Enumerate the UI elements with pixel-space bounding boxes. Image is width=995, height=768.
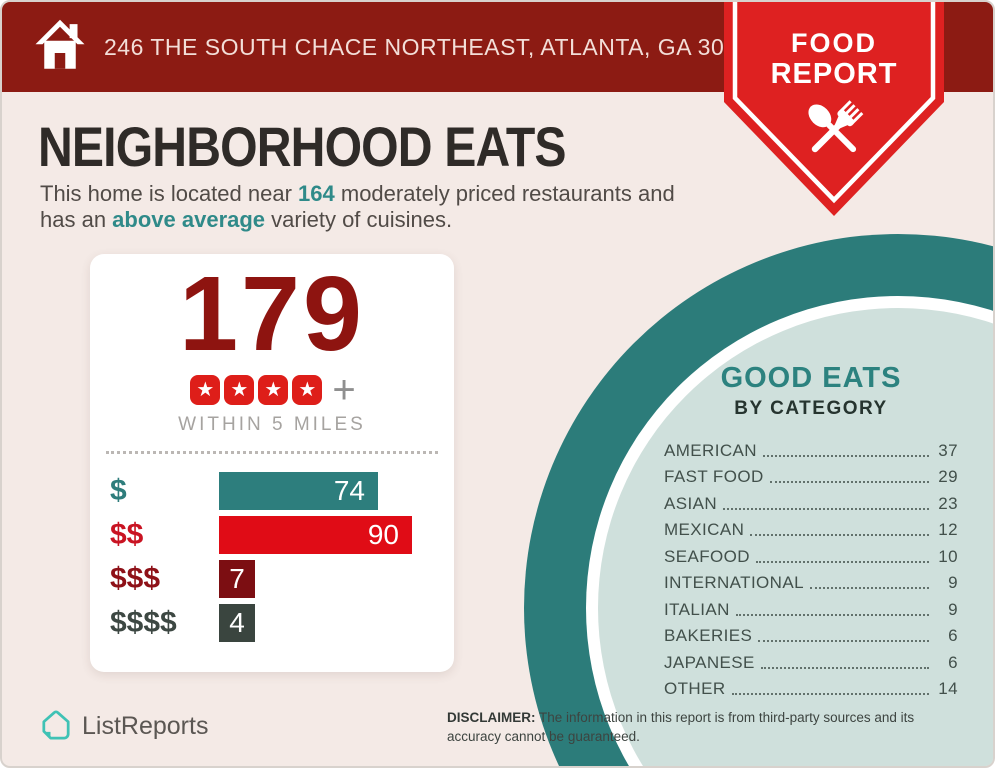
category-row: OTHER 14 — [664, 673, 958, 700]
category-row: BAKERIES 6 — [664, 620, 958, 647]
dotted-leader — [760, 666, 929, 669]
category-row: AMERICAN 37 — [664, 434, 958, 461]
category-row: JAPANESE 6 — [664, 646, 958, 673]
bar-value: 4 — [229, 607, 245, 638]
category-row: SEAFOOD 10 — [664, 540, 958, 567]
good-eats-title: GOOD EATS — [720, 362, 902, 394]
star-icon: ★ — [224, 375, 255, 405]
category-count: 37 — [938, 440, 958, 460]
disclaimer-text: DISCLAIMER: The information in this repo… — [447, 708, 962, 746]
bar-value: 74 — [333, 475, 365, 506]
good-eats-panel: GOOD EATS BY CATEGORY AMERICAN 37 FAST FOO… — [664, 362, 958, 699]
dotted-leader — [750, 534, 929, 536]
category-name: AMERICAN — [664, 440, 757, 460]
plus-sign: + — [332, 368, 356, 412]
disclaimer-label: DISCLAIMER: — [447, 710, 536, 725]
category-name: MEXICAN — [664, 520, 745, 539]
price-tier-label: $ — [110, 474, 127, 507]
price-tier-bar: 74 — [219, 472, 378, 510]
category-name: BAKERIES — [664, 626, 753, 645]
good-eats-subtitle: BY CATEGORY — [734, 398, 888, 419]
listreports-wordmark: ListReports — [82, 711, 209, 740]
dotted-leader — [758, 640, 929, 642]
disclaimer-body: The information in this report is from t… — [447, 710, 915, 744]
category-name: SEAFOOD — [664, 546, 750, 566]
price-tier-row: $$$$ 4 — [90, 604, 454, 642]
category-name: ITALIAN — [664, 599, 730, 619]
bar-value: 7 — [229, 563, 245, 594]
price-tier-bar-chart: $74 $$ 90 $$$ 7 $$$$ 4 — [90, 472, 454, 642]
category-row: INTERNATIONAL 9 — [664, 567, 958, 594]
ribbon-shape — [724, 2, 944, 216]
star-rating: ★ ★ ★ ★ + — [90, 368, 454, 412]
category-name: INTERNATIONAL — [664, 573, 804, 592]
badge-title-line1: FOOD — [791, 28, 877, 58]
dotted-divider — [106, 451, 438, 454]
restaurant-count: 179 — [179, 255, 365, 373]
price-tier-bar: 4 — [219, 604, 255, 642]
category-row: ITALIAN 9 — [664, 593, 958, 620]
category-count: 9 — [948, 599, 958, 619]
category-row: FAST FOOD 29 — [664, 461, 958, 488]
category-count: 10 — [938, 546, 958, 566]
category-name: ASIAN — [664, 493, 718, 513]
category-count: 6 — [948, 626, 958, 645]
dotted-leader — [723, 507, 929, 510]
dotted-leader — [809, 587, 929, 589]
category-count: 23 — [938, 493, 958, 513]
category-row: ASIAN 23 — [664, 487, 958, 514]
category-name: OTHER — [664, 679, 726, 698]
property-address: 246 THE SOUTH CHACE NORTHEAST, ATLANTA, … — [104, 34, 765, 60]
listreports-brand: ListReports — [38, 708, 208, 744]
category-list: AMERICAN 37 FAST FOOD 29 ASIAN 23 MEXICAN 12 SEA… — [664, 434, 958, 699]
dotted-leader — [769, 481, 929, 483]
star-icon: ★ — [258, 375, 289, 405]
intro-text: This home is located near 164 moderately… — [40, 181, 675, 232]
price-tier-bar: 7 — [219, 560, 255, 598]
price-tier-row: $$$ 7 — [90, 560, 454, 598]
restaurant-stats-card: 179 ★ ★ ★ ★ + WITHIN 5 MILES $74 $$ 90 $$$ 7 $$$$… — [90, 254, 454, 672]
category-name: JAPANESE — [664, 652, 755, 672]
category-count: 6 — [948, 652, 958, 672]
food-report-badge: FOOD REPORT — [724, 2, 944, 218]
bar-value: 90 — [367, 519, 399, 550]
star-icon: ★ — [292, 375, 323, 405]
category-name: FAST FOOD — [664, 467, 764, 486]
dotted-leader — [731, 693, 929, 695]
category-count: 14 — [938, 679, 958, 698]
price-tier-row: $$ 90 — [90, 516, 454, 554]
badge-title-line2: REPORT — [770, 58, 898, 90]
category-count: 29 — [938, 467, 958, 486]
dotted-leader — [755, 560, 929, 563]
price-tier-row: $74 — [90, 472, 454, 510]
price-tier-label: $$$ — [110, 562, 161, 595]
page-title: NEIGHBORHOOD EATS — [38, 115, 567, 178]
category-count: 9 — [948, 573, 958, 592]
category-row: MEXICAN 12 — [664, 514, 958, 541]
star-icon: ★ — [190, 375, 221, 405]
category-count: 12 — [938, 520, 958, 539]
radius-label: WITHIN 5 MILES — [178, 414, 366, 435]
spoon-fork-icon — [808, 100, 864, 153]
dotted-leader — [735, 613, 929, 616]
price-tier-label: $$$$ — [110, 606, 177, 639]
price-tier-label: $$ — [110, 518, 144, 551]
listreports-logo-icon — [42, 710, 70, 740]
price-tier-bar: 90 — [219, 516, 412, 554]
dotted-leader — [762, 454, 929, 457]
home-icon — [35, 19, 85, 69]
